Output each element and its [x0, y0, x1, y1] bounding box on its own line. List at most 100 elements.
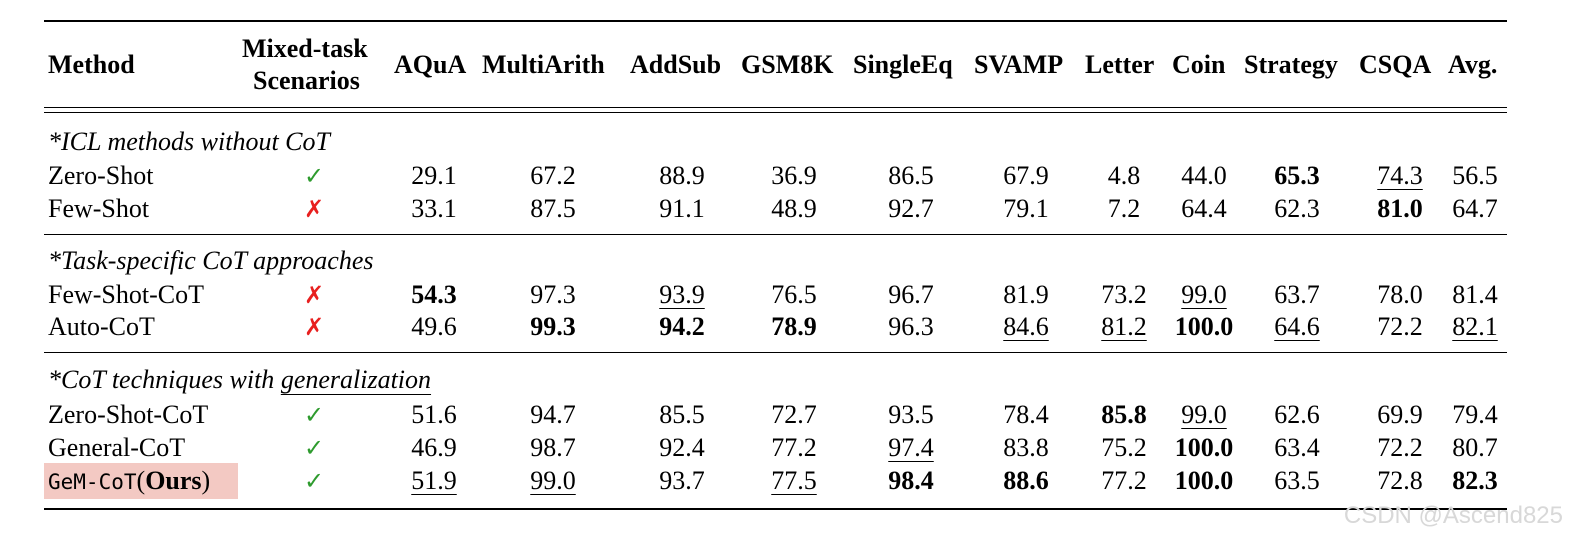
cell-gsm8k: 48.9: [771, 194, 817, 223]
cell-singleeq: 96.7: [888, 280, 934, 309]
header-avg: Avg.: [1448, 50, 1498, 79]
header-addsub: AddSub: [630, 50, 722, 79]
method-general-cot: General-CoT: [48, 433, 186, 462]
cell-multiarith: 67.2: [530, 161, 576, 190]
cell-coin: 64.4: [1181, 194, 1227, 223]
cell-avg: 56.5: [1452, 161, 1498, 190]
cell-svamp: 79.1: [1003, 194, 1049, 223]
section-title-task-specific: *Task-specific CoT approaches: [48, 246, 374, 275]
cell-csqa: 72.2: [1377, 312, 1423, 341]
cell-csqa: 81.0: [1377, 194, 1423, 223]
cell-multiarith: 99.0: [530, 466, 576, 495]
section-rule-2: [44, 352, 1507, 353]
cell-strategy: 62.3: [1274, 194, 1320, 223]
header-method: Method: [48, 50, 135, 79]
ours-highlight: [44, 463, 238, 499]
method-gem-cot: GeM-CoT(Ours): [48, 468, 210, 494]
cell-letter: 75.2: [1101, 433, 1147, 462]
cell-addsub: 92.4: [659, 433, 705, 462]
cell-avg: 82.3: [1452, 466, 1498, 495]
cell-multiarith: 99.3: [530, 312, 576, 341]
cell-coin: 99.0: [1181, 400, 1227, 429]
method-gem-cot-name: GeM-CoT: [48, 470, 137, 494]
cell-singleeq: 98.4: [888, 466, 934, 495]
cell-addsub: 93.7: [659, 466, 705, 495]
cell-coin: 100.0: [1174, 466, 1234, 495]
header-gsm8k: GSM8K: [741, 50, 834, 79]
method-paren-open: (: [136, 466, 146, 495]
cell-singleeq: 92.7: [888, 194, 934, 223]
cell-aqua: 46.9: [411, 433, 457, 462]
header-double-rule-top: [44, 107, 1507, 108]
header-svamp: SVAMP: [974, 50, 1064, 79]
cell-strategy: 64.6: [1274, 312, 1320, 341]
cell-gsm8k: 77.2: [771, 433, 817, 462]
cell-letter: 7.2: [1107, 194, 1141, 223]
cell-avg: 64.7: [1452, 194, 1498, 223]
cell-gsm8k: 77.5: [771, 466, 817, 495]
cell-csqa: 74.3: [1377, 161, 1423, 190]
cell-gsm8k: 36.9: [771, 161, 817, 190]
watermark: CSDN @Ascend825: [1343, 502, 1563, 529]
cell-letter: 73.2: [1101, 280, 1147, 309]
cell-letter: 4.8: [1107, 161, 1141, 190]
cell-addsub: 93.9: [659, 280, 705, 309]
header-singleeq: SingleEq: [853, 50, 953, 79]
cell-gsm8k: 78.9: [771, 312, 817, 341]
cell-aqua: 49.6: [411, 312, 457, 341]
cell-aqua: 54.3: [411, 280, 457, 309]
cell-csqa: 72.2: [1377, 433, 1423, 462]
cell-addsub: 88.9: [659, 161, 705, 190]
cell-avg: 81.4: [1452, 280, 1498, 309]
cell-singleeq: 93.5: [888, 400, 934, 429]
header-multiarith: MultiArith: [482, 50, 605, 79]
method-few-shot-cot: Few-Shot-CoT: [48, 280, 204, 309]
top-rule: [44, 20, 1507, 22]
cell-csqa: 69.9: [1377, 400, 1423, 429]
cell-coin: 44.0: [1181, 161, 1227, 190]
cell-avg: 79.4: [1452, 400, 1498, 429]
cell-addsub: 85.5: [659, 400, 705, 429]
cell-svamp: 78.4: [1003, 400, 1049, 429]
header-mixed-line1: Mixed-task: [242, 34, 368, 63]
bottom-rule: [44, 508, 1507, 510]
cell-multiarith: 94.7: [530, 400, 576, 429]
method-auto-cot: Auto-CoT: [48, 312, 155, 341]
cell-aqua: 51.9: [411, 466, 457, 495]
cell-svamp: 88.6: [1003, 466, 1049, 495]
cross-icon: ✗: [303, 195, 325, 223]
cell-aqua: 29.1: [411, 161, 457, 190]
cell-svamp: 84.6: [1003, 312, 1049, 341]
header-aqua: AQuA: [394, 50, 467, 79]
cell-strategy: 63.5: [1274, 466, 1320, 495]
cell-multiarith: 98.7: [530, 433, 576, 462]
cell-avg: 80.7: [1452, 433, 1498, 462]
header-coin: Coin: [1172, 50, 1226, 79]
section-title-icl: *ICL methods without CoT: [48, 127, 330, 156]
check-icon: ✓: [303, 467, 325, 495]
section-title-generalization: *CoT techniques with generalization: [48, 367, 431, 393]
cell-letter: 77.2: [1101, 466, 1147, 495]
check-icon: ✓: [303, 162, 325, 190]
cell-gsm8k: 72.7: [771, 400, 817, 429]
cell-letter: 81.2: [1101, 312, 1147, 341]
cell-csqa: 72.8: [1377, 466, 1423, 495]
check-icon: ✓: [303, 401, 325, 429]
cell-addsub: 94.2: [659, 312, 705, 341]
section-title-part1: *CoT techniques with: [48, 365, 281, 394]
method-ours: Ours: [145, 466, 202, 495]
cell-svamp: 67.9: [1003, 161, 1049, 190]
check-icon: ✓: [303, 434, 325, 462]
header-strategy: Strategy: [1244, 50, 1338, 79]
cell-letter: 85.8: [1101, 400, 1147, 429]
cell-coin: 100.0: [1174, 312, 1234, 341]
cross-icon: ✗: [303, 281, 325, 309]
header-mixed-line2: Scenarios: [253, 66, 360, 95]
cell-strategy: 63.4: [1274, 433, 1320, 462]
cell-svamp: 81.9: [1003, 280, 1049, 309]
method-zero-shot: Zero-Shot: [48, 161, 154, 190]
cell-singleeq: 97.4: [888, 433, 934, 462]
method-zero-shot-cot: Zero-Shot-CoT: [48, 400, 209, 429]
cell-singleeq: 96.3: [888, 312, 934, 341]
cell-addsub: 91.1: [659, 194, 705, 223]
